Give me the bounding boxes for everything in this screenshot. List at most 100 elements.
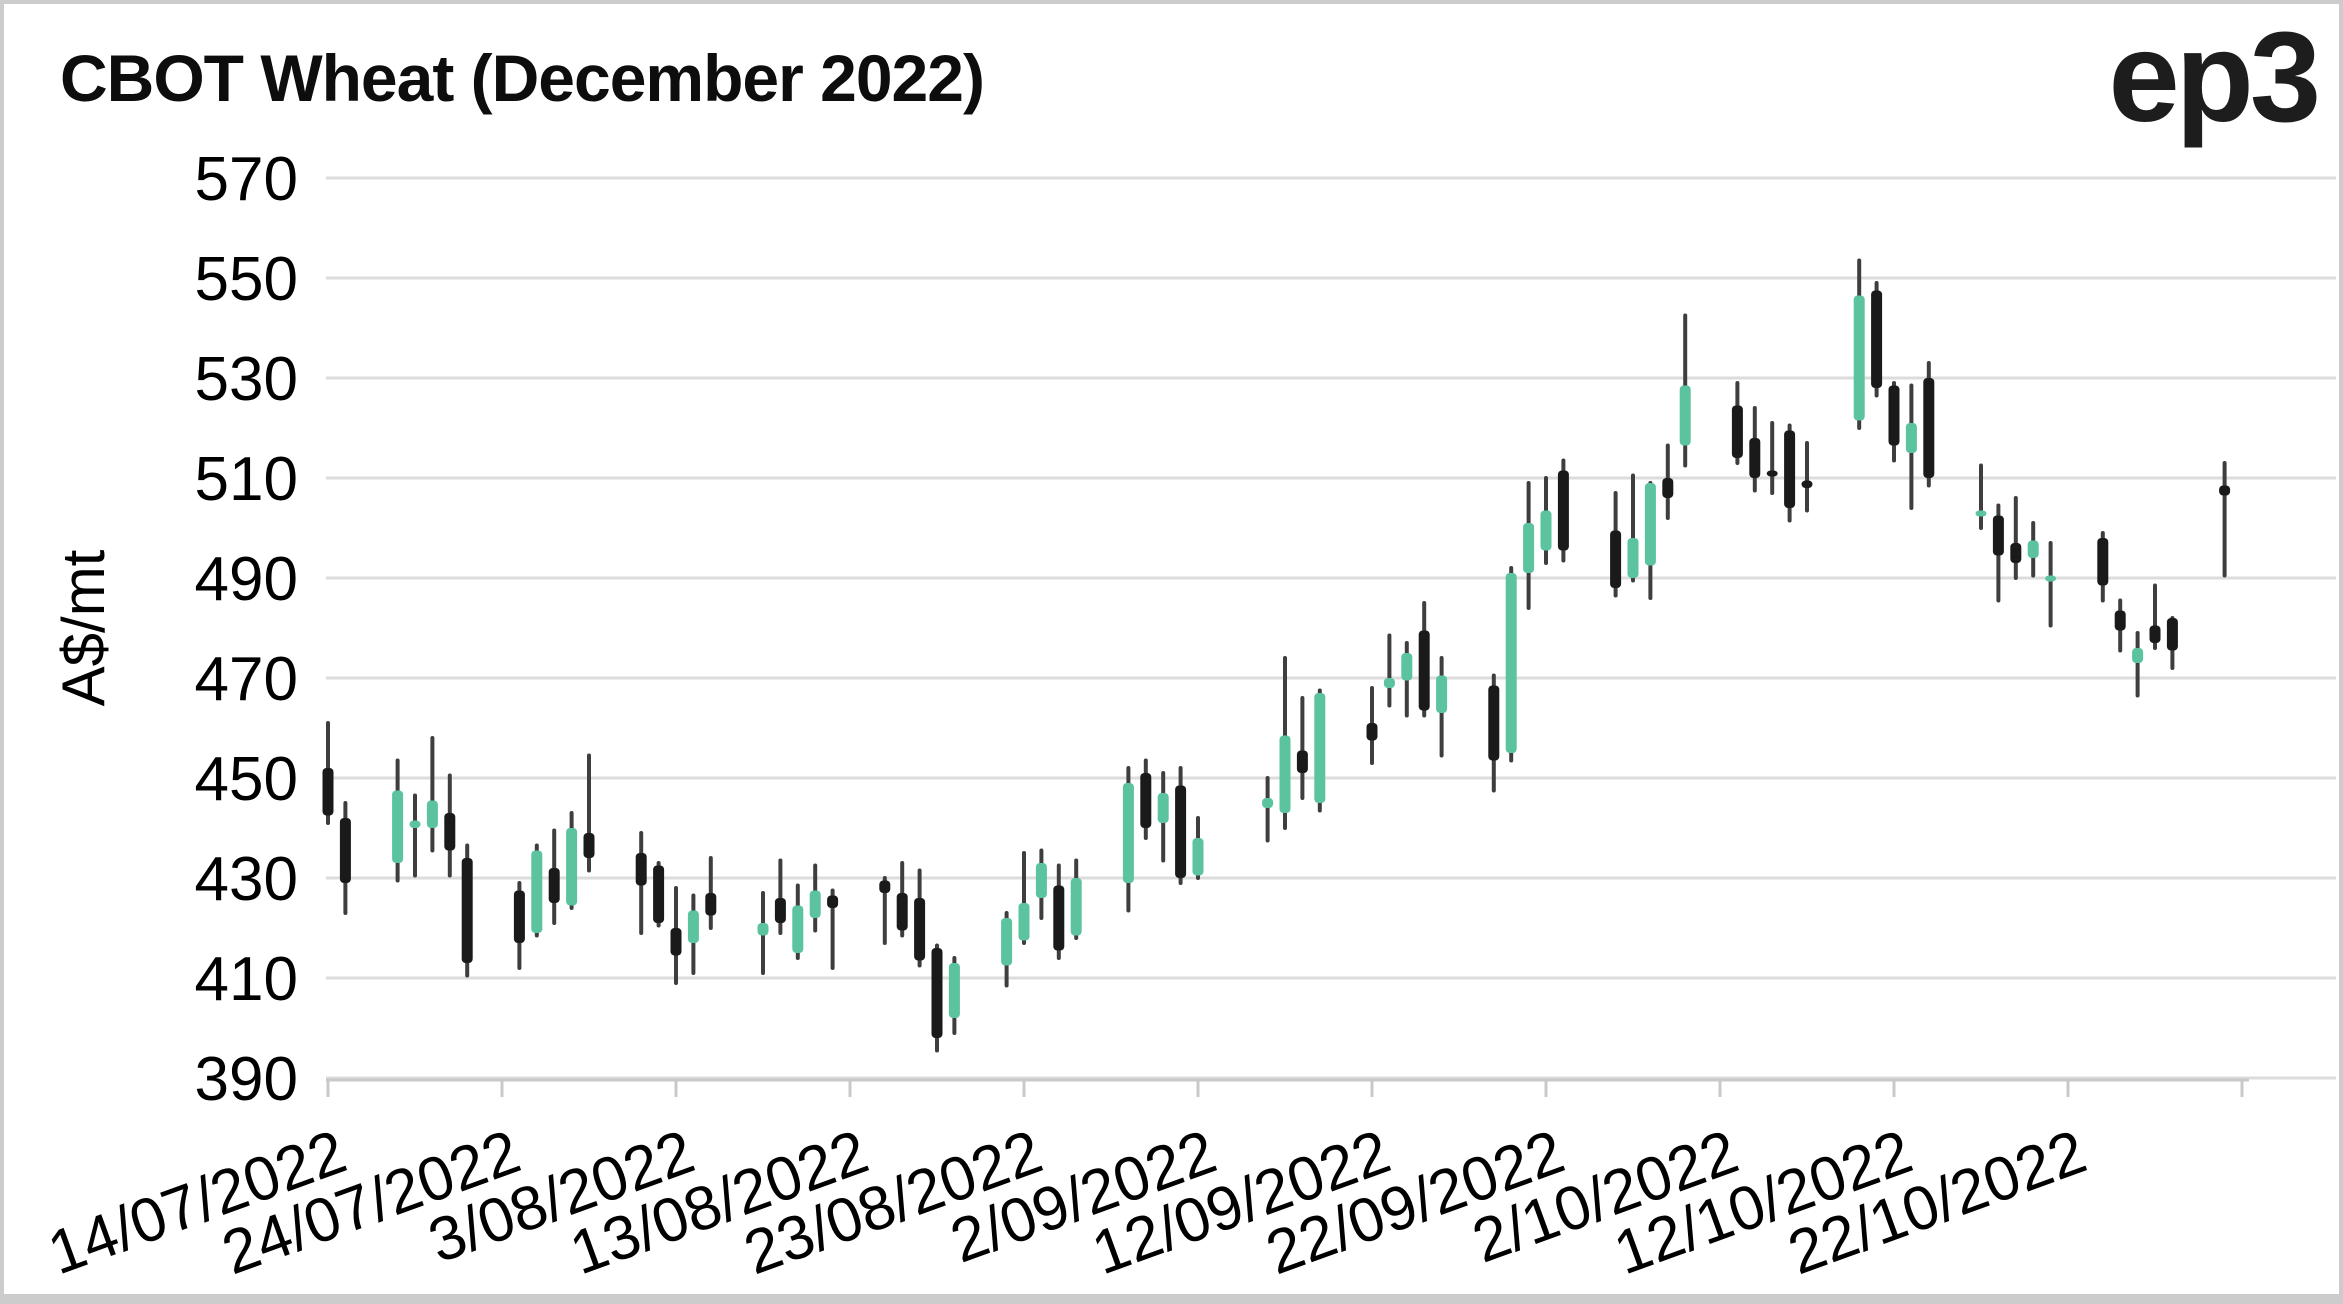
candle-body-down bbox=[1296, 750, 1308, 773]
candle-body-down bbox=[1418, 630, 1430, 711]
candle bbox=[2219, 461, 2231, 578]
candle-body-up bbox=[1523, 523, 1535, 573]
candle bbox=[1784, 423, 1796, 523]
candle-body-down bbox=[1871, 290, 1883, 388]
candle-body-up bbox=[809, 890, 821, 918]
candle bbox=[635, 831, 647, 935]
candle bbox=[513, 881, 525, 970]
candle bbox=[2097, 531, 2109, 603]
candle bbox=[1853, 258, 1865, 430]
candle-body-up bbox=[1853, 295, 1865, 421]
candle-body-down bbox=[1175, 785, 1187, 878]
candle bbox=[1436, 656, 1448, 758]
candle bbox=[670, 886, 682, 985]
candle bbox=[2010, 496, 2022, 580]
candle-body-down bbox=[583, 833, 595, 858]
candle-body-up bbox=[1035, 863, 1047, 898]
candle bbox=[2114, 598, 2126, 653]
candle-body-down bbox=[444, 813, 456, 851]
candle-body-down bbox=[705, 893, 717, 916]
y-tick-label: 570 bbox=[195, 145, 298, 214]
chart-title: CBOT Wheat (December 2022) bbox=[60, 41, 985, 115]
y-tick-label: 410 bbox=[195, 945, 298, 1014]
candle bbox=[1018, 851, 1030, 945]
candle bbox=[1644, 481, 1656, 600]
candle bbox=[1122, 766, 1134, 913]
candle-body-down bbox=[879, 880, 891, 893]
candle-body-down bbox=[1888, 385, 1900, 446]
y-tick-label: 450 bbox=[195, 745, 298, 814]
candle-body-down bbox=[1766, 470, 1778, 477]
candle-body-down bbox=[931, 948, 943, 1038]
candle-body-up bbox=[1627, 538, 1639, 578]
y-tick-label: 510 bbox=[195, 445, 298, 514]
candle bbox=[1523, 481, 1535, 610]
candle bbox=[566, 811, 578, 910]
candle-body-up bbox=[1279, 735, 1291, 813]
candlestick-chart: 39041043045047049051053055057014/07/2022… bbox=[40, 145, 2336, 1288]
candle-body-up bbox=[1905, 423, 1917, 453]
candle-body-down bbox=[653, 865, 665, 923]
candle bbox=[1401, 641, 1413, 718]
candle bbox=[1975, 463, 1987, 530]
candle bbox=[531, 843, 543, 938]
candle-body-up bbox=[1314, 693, 1326, 803]
candle bbox=[687, 893, 699, 975]
candle bbox=[792, 883, 804, 960]
candle bbox=[705, 856, 717, 930]
candle bbox=[1749, 406, 1761, 493]
candle bbox=[1557, 458, 1569, 563]
candle-body-up bbox=[1383, 678, 1395, 688]
candle-body-down bbox=[2149, 625, 2161, 643]
y-tick-label: 390 bbox=[195, 1045, 298, 1114]
candle bbox=[1992, 503, 2004, 603]
candle-body-up bbox=[687, 910, 699, 943]
candle-body-up bbox=[1192, 838, 1204, 876]
candle bbox=[879, 876, 891, 945]
candle-body-down bbox=[1923, 378, 1935, 478]
candle bbox=[1766, 421, 1778, 495]
candle bbox=[1053, 863, 1065, 960]
candle-body-up bbox=[1644, 483, 1656, 566]
candle-body-up bbox=[1975, 510, 1987, 517]
candle-body-down bbox=[513, 890, 525, 943]
candle-body-up bbox=[426, 800, 438, 828]
candle bbox=[757, 891, 769, 975]
candle-body-up bbox=[1540, 510, 1552, 551]
candle bbox=[948, 956, 960, 1035]
candle bbox=[827, 888, 839, 970]
candle-body-down bbox=[896, 893, 908, 931]
y-axis-label: A$/mt bbox=[50, 549, 117, 706]
candle bbox=[1262, 776, 1274, 843]
candle bbox=[1610, 491, 1622, 598]
candle bbox=[2045, 541, 2057, 628]
candle bbox=[1383, 633, 1395, 708]
candle bbox=[809, 863, 821, 933]
candle bbox=[1418, 601, 1430, 718]
candle-body-down bbox=[548, 868, 560, 903]
candle-body-down bbox=[670, 928, 682, 956]
candle-body-down bbox=[635, 853, 647, 886]
candle bbox=[1888, 381, 1900, 463]
candle-body-up bbox=[2027, 540, 2039, 558]
candle bbox=[914, 868, 926, 968]
candle-body-down bbox=[1488, 685, 1500, 761]
candle bbox=[1157, 771, 1169, 863]
candle-body-up bbox=[757, 923, 769, 936]
candle-body-down bbox=[1992, 515, 2004, 556]
candle-body-down bbox=[1366, 723, 1378, 741]
candle-body-up bbox=[1401, 653, 1413, 681]
candle-body-down bbox=[774, 898, 786, 923]
candle bbox=[1679, 313, 1691, 468]
candle bbox=[1140, 758, 1152, 840]
candle bbox=[1801, 441, 1813, 513]
y-tick-label: 550 bbox=[195, 245, 298, 314]
candle-body-up bbox=[1001, 918, 1013, 966]
candle-body-down bbox=[1801, 480, 1813, 488]
candle bbox=[1662, 443, 1674, 520]
candle-body-down bbox=[914, 898, 926, 961]
candle-body-down bbox=[1731, 405, 1743, 458]
candle bbox=[583, 753, 595, 873]
candle bbox=[774, 858, 786, 935]
